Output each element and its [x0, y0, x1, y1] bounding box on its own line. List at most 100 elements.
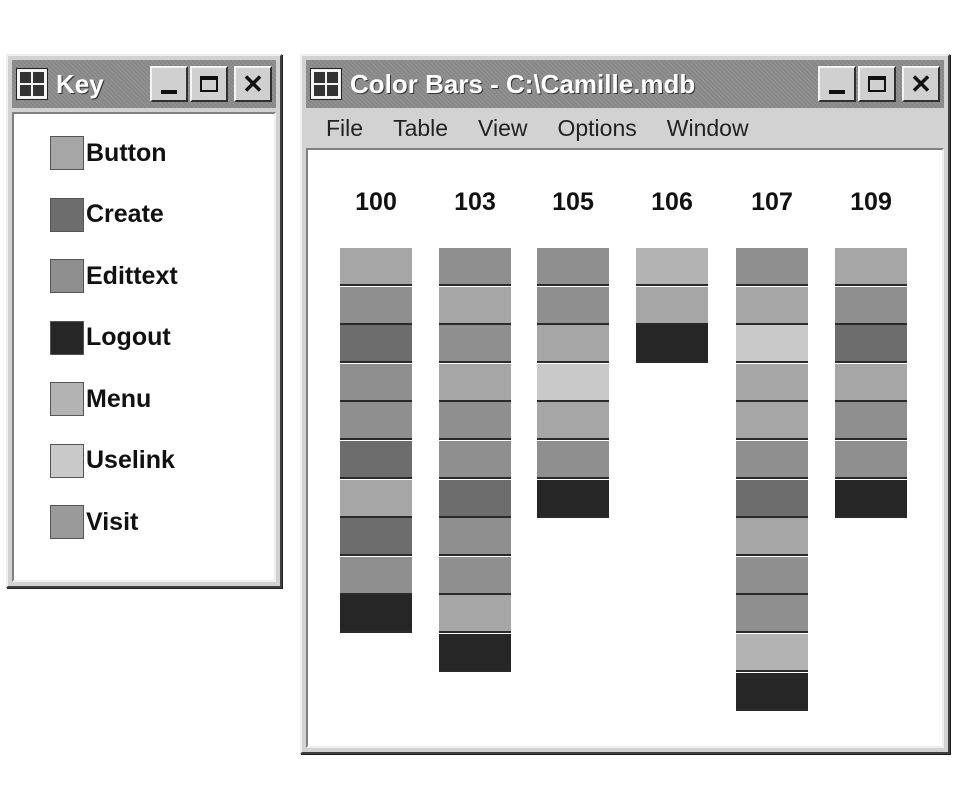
key-swatch-visit — [50, 505, 84, 539]
bar-segment-button[interactable] — [537, 325, 609, 364]
key-maximize-button[interactable] — [190, 66, 228, 102]
bar-segment-button[interactable] — [439, 363, 511, 402]
bar-segment-logout[interactable] — [736, 672, 808, 711]
bar-segment-edittext[interactable] — [736, 441, 808, 479]
bar-segment-edittext[interactable] — [835, 286, 907, 325]
bar-segment-logout[interactable] — [439, 634, 511, 672]
key-label: Uselink — [86, 446, 175, 474]
color-bars-canvas: 100 103 105 106 107 109 — [306, 148, 944, 748]
bar-segment-uselink[interactable] — [537, 363, 609, 402]
bar-segment-logout[interactable] — [340, 595, 412, 634]
bars-minimize-button[interactable] — [818, 66, 856, 102]
bar-segment-edittext[interactable] — [439, 556, 511, 595]
key-window: Key ✕ Button Create Edittext Logout Menu Usel… — [6, 54, 282, 588]
bar-segment-edittext[interactable] — [439, 248, 511, 286]
column-label-105: 105 — [552, 188, 594, 216]
key-legend: Button Create Edittext Logout Menu Uselink Vis… — [12, 112, 276, 582]
menu-bar: File Table View Options Window — [306, 110, 944, 146]
bar-segment-edittext[interactable] — [439, 325, 511, 364]
column-label-100: 100 — [355, 188, 397, 216]
bar-segment-logout[interactable] — [537, 479, 609, 518]
key-app-icon[interactable] — [16, 68, 48, 100]
bar-segment-create[interactable] — [835, 325, 907, 364]
key-item-button: Button — [50, 136, 167, 170]
key-item-visit: Visit — [50, 505, 138, 539]
bar-segment-button[interactable] — [439, 595, 511, 634]
menu-window[interactable]: Window — [666, 114, 749, 141]
bar-segment-edittext[interactable] — [736, 556, 808, 595]
key-item-create: Create — [50, 197, 164, 232]
column-label-107: 107 — [751, 188, 793, 216]
bar-segment-create[interactable] — [340, 518, 412, 557]
bar-segment-edittext[interactable] — [537, 286, 609, 325]
bar-segment-button[interactable] — [636, 286, 708, 325]
key-label: Visit — [86, 507, 139, 536]
bar-segment-button[interactable] — [537, 402, 609, 441]
bar-segment-edittext[interactable] — [736, 248, 808, 286]
key-swatch-logout — [50, 320, 84, 355]
bar-segment-edittext[interactable] — [439, 441, 511, 479]
key-swatch-edittext — [50, 259, 84, 293]
bar-segment-menu[interactable] — [636, 248, 708, 286]
bar-segment-edittext[interactable] — [340, 402, 412, 441]
key-item-uselink: Uselink — [50, 443, 175, 478]
menu-file[interactable]: File — [326, 114, 364, 141]
minimize-icon — [829, 90, 845, 94]
bar-segment-logout[interactable] — [636, 325, 708, 364]
key-swatch-uselink — [50, 443, 84, 478]
bars-app-icon[interactable] — [310, 68, 342, 100]
bar-segment-button[interactable] — [835, 363, 907, 402]
maximize-icon — [200, 76, 218, 92]
maximize-icon — [868, 76, 886, 92]
minimize-icon — [161, 90, 177, 94]
bar-segment-button[interactable] — [835, 248, 907, 286]
bar-segment-edittext[interactable] — [340, 286, 412, 325]
key-minimize-button[interactable] — [150, 66, 188, 102]
menu-view[interactable]: View — [478, 114, 528, 141]
key-item-edittext: Edittext — [50, 259, 178, 293]
bars-maximize-button[interactable] — [858, 66, 896, 102]
bar-segment-uselink[interactable] — [736, 325, 808, 364]
bar-segment-edittext[interactable] — [537, 248, 609, 286]
key-title-bar[interactable]: Key ✕ — [12, 60, 276, 108]
bar-segment-button[interactable] — [736, 286, 808, 325]
menu-table[interactable]: Table — [393, 114, 449, 141]
bar-segment-edittext[interactable] — [835, 441, 907, 479]
bar-segment-logout[interactable] — [835, 479, 907, 518]
bar-segment-button[interactable] — [736, 363, 808, 402]
key-label: Menu — [86, 384, 152, 413]
key-close-button[interactable]: ✕ — [234, 66, 272, 102]
bar-segment-button[interactable] — [340, 248, 412, 286]
bar-segment-menu[interactable] — [736, 634, 808, 672]
bar-segment-edittext[interactable] — [340, 556, 412, 595]
bars-title-bar[interactable]: Color Bars - C:\Camille.mdb ✕ — [306, 60, 944, 108]
bars-window-title: Color Bars - C:\Camille.mdb — [350, 68, 696, 99]
bar-segment-edittext[interactable] — [736, 595, 808, 634]
bar-segment-create[interactable] — [340, 441, 412, 479]
bar-segment-edittext[interactable] — [835, 402, 907, 441]
key-swatch-button — [50, 136, 84, 170]
column-label-106: 106 — [651, 188, 693, 216]
bar-segment-button[interactable] — [736, 518, 808, 557]
bar-segment-button[interactable] — [736, 402, 808, 441]
bar-segment-edittext[interactable] — [439, 518, 511, 557]
key-window-title: Key — [56, 68, 104, 99]
key-label: Button — [86, 138, 167, 167]
bar-segment-create[interactable] — [736, 479, 808, 518]
column-label-109: 109 — [850, 188, 892, 216]
bar-segment-create[interactable] — [340, 325, 412, 364]
bar-segment-create[interactable] — [439, 479, 511, 518]
bar-segment-edittext[interactable] — [340, 363, 412, 402]
key-swatch-menu — [50, 382, 84, 416]
bar-segment-edittext[interactable] — [537, 441, 609, 479]
key-label: Create — [86, 200, 164, 228]
close-icon: ✕ — [242, 69, 264, 99]
bar-segment-button[interactable] — [340, 479, 412, 518]
menu-options[interactable]: Options — [557, 114, 637, 141]
bar-segment-edittext[interactable] — [439, 402, 511, 441]
color-bars-window: Color Bars - C:\Camille.mdb ✕ File Table… — [300, 54, 950, 754]
bars-close-button[interactable]: ✕ — [902, 66, 940, 102]
key-item-menu: Menu — [50, 382, 151, 416]
bar-segment-button[interactable] — [439, 286, 511, 325]
key-label: Edittext — [86, 261, 178, 290]
